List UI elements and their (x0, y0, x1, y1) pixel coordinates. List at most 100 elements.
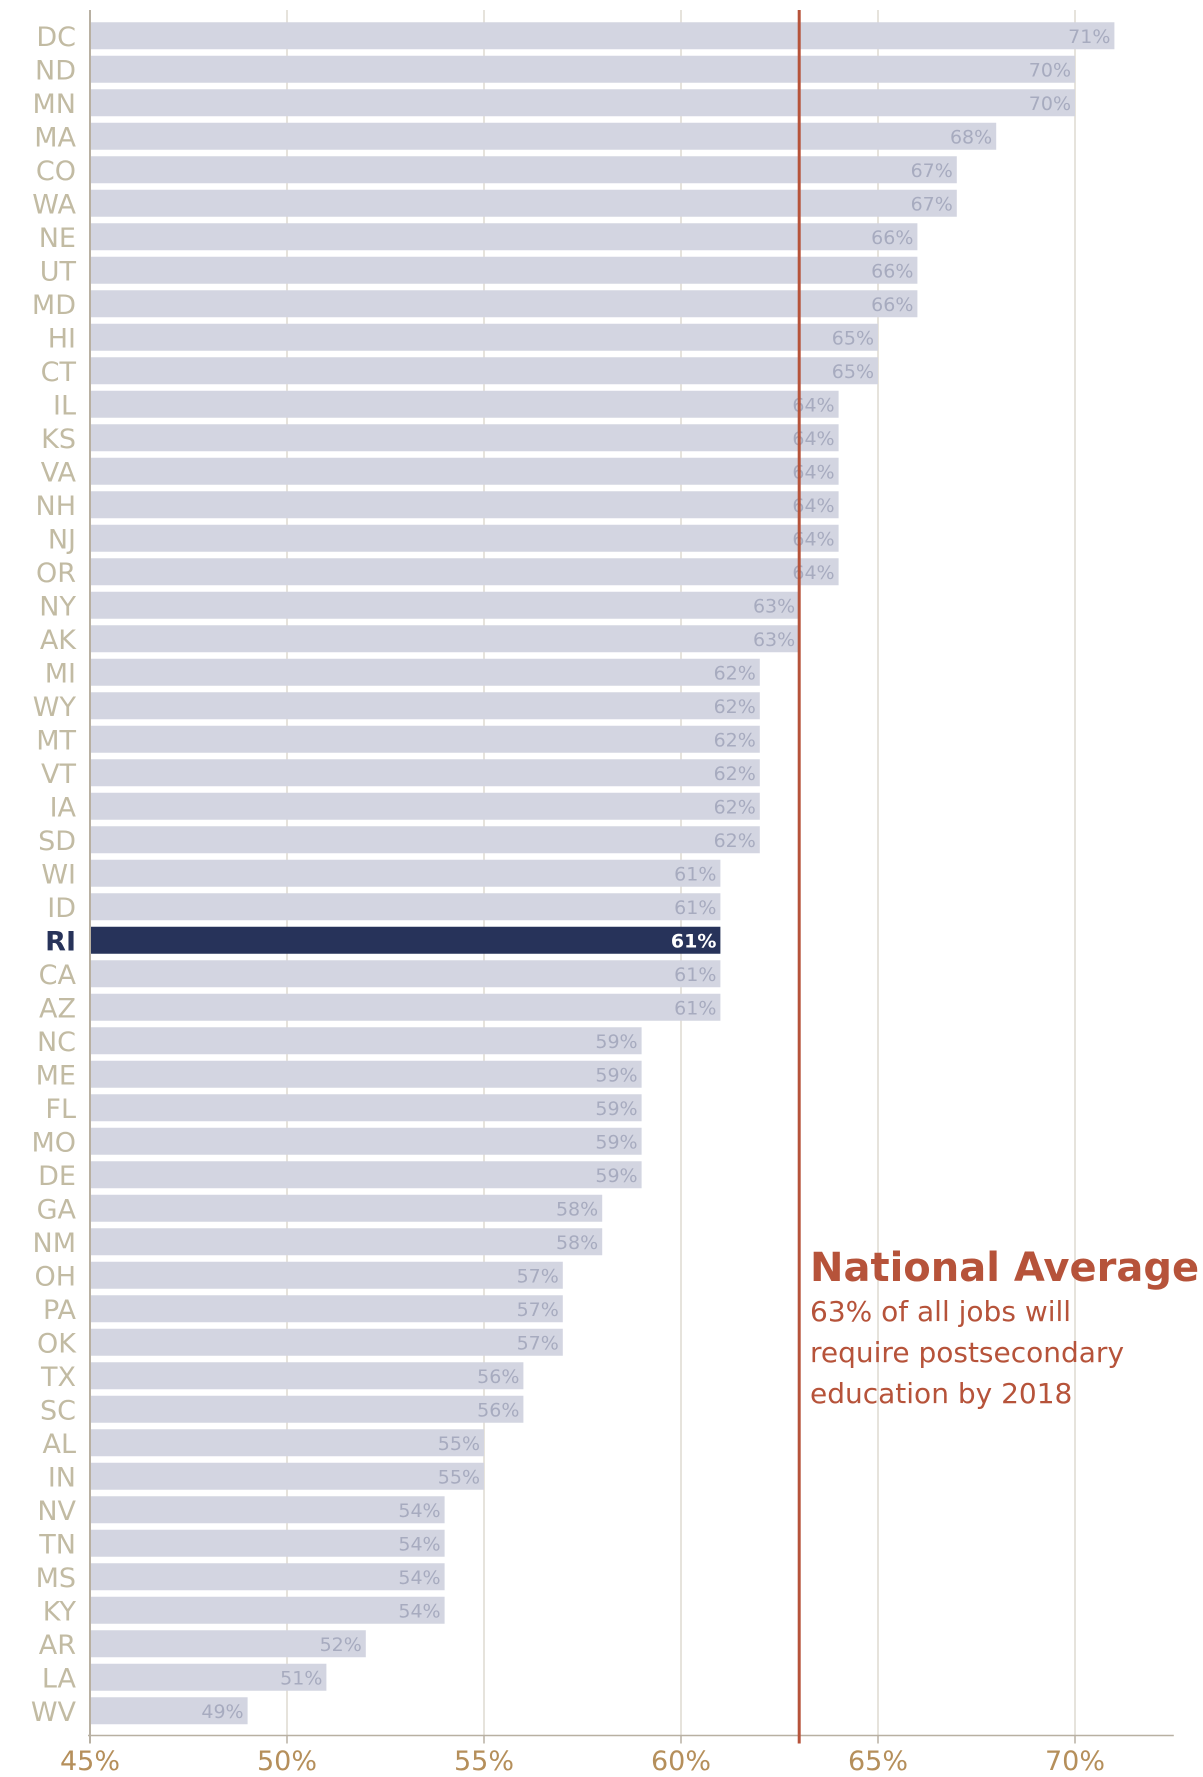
value-label-wy: 62% (714, 696, 756, 718)
value-label-vt: 62% (714, 763, 756, 785)
value-label-ga: 58% (556, 1198, 598, 1220)
value-label-nm: 58% (556, 1232, 598, 1254)
category-label-il: IL (53, 390, 76, 421)
category-label-in: IN (48, 1462, 76, 1493)
category-label-oh: OH (34, 1261, 76, 1292)
bar-ne (90, 223, 918, 251)
category-label-ar: AR (39, 1630, 76, 1661)
bar-co (90, 156, 957, 184)
category-label-al: AL (42, 1429, 76, 1460)
value-label-mo: 59% (595, 1131, 637, 1153)
value-label-ak: 63% (753, 629, 795, 651)
x-tick-label-65: 65% (848, 1746, 908, 1777)
value-label-dc: 71% (1068, 26, 1110, 48)
value-label-tn: 54% (398, 1533, 440, 1555)
bar-ut (90, 256, 918, 284)
category-label-ga: GA (37, 1194, 77, 1225)
category-label-nd: ND (35, 55, 76, 86)
value-label-pa: 57% (517, 1299, 559, 1321)
bar-oh (90, 1261, 563, 1289)
value-label-or: 64% (792, 562, 834, 584)
value-label-nh: 64% (792, 495, 834, 517)
bar-dc (90, 22, 1115, 50)
value-label-az: 61% (674, 997, 716, 1019)
category-label-az: AZ (39, 993, 76, 1024)
bar-nd (90, 55, 1075, 83)
value-label-nc: 59% (595, 1031, 637, 1053)
category-label-nc: NC (37, 1027, 76, 1058)
bar-nm (90, 1228, 603, 1256)
bar-ri (90, 926, 721, 954)
bar-me (90, 1060, 642, 1088)
category-label-ia: IA (50, 792, 77, 823)
value-label-tx: 56% (477, 1366, 519, 1388)
value-label-hi: 65% (832, 327, 874, 349)
category-label-mo: MO (31, 1127, 76, 1158)
bar-wv (90, 1697, 248, 1725)
value-label-ri: 61% (671, 930, 716, 952)
category-label-vt: VT (41, 759, 76, 790)
bar-in (90, 1462, 484, 1490)
category-label-nh: NH (36, 491, 77, 522)
x-tick-label-55: 55% (454, 1746, 514, 1777)
value-label-ky: 54% (398, 1600, 440, 1622)
bar-nj (90, 524, 839, 552)
value-label-ca: 61% (674, 964, 716, 986)
value-label-nd: 70% (1029, 59, 1071, 81)
bar-hi (90, 323, 878, 351)
category-label-la: LA (42, 1663, 77, 1694)
x-tick-label-45: 45% (60, 1746, 120, 1777)
value-label-wi: 61% (674, 863, 716, 885)
x-tick-label-70: 70% (1045, 1746, 1105, 1777)
bar-wy (90, 692, 760, 720)
bar-sc (90, 1395, 524, 1423)
annotation-title: National Average (810, 1245, 1200, 1291)
category-label-ms: MS (36, 1563, 76, 1594)
category-labels: DCNDMNMACOWANEUTMDHICTILKSVANHNJORNYAKMI… (31, 22, 77, 1728)
category-label-dc: DC (36, 22, 76, 53)
bar-nh (90, 491, 839, 519)
value-label-ut: 66% (871, 260, 913, 282)
bar-de (90, 1161, 642, 1189)
category-label-ny: NY (39, 591, 76, 622)
category-label-hi: HI (48, 323, 76, 354)
value-label-sd: 62% (714, 830, 756, 852)
value-label-mn: 70% (1029, 93, 1071, 115)
value-label-ok: 57% (517, 1332, 559, 1354)
category-label-ma: MA (34, 122, 76, 153)
value-label-al: 55% (438, 1433, 480, 1455)
value-label-il: 64% (792, 394, 834, 416)
category-label-me: ME (36, 1060, 76, 1091)
category-label-tn: TN (38, 1529, 76, 1560)
category-label-nj: NJ (48, 524, 76, 555)
value-label-ma: 68% (950, 126, 992, 148)
value-label-ny: 63% (753, 595, 795, 617)
axis: 45% 50% 55% 60% 65% 70% (60, 10, 1174, 1777)
bar-mo (90, 1127, 642, 1155)
value-label-co: 67% (911, 160, 953, 182)
bar-pa (90, 1295, 563, 1323)
value-label-ar: 52% (320, 1634, 362, 1656)
value-label-la: 51% (280, 1667, 322, 1689)
category-label-tx: TX (40, 1362, 76, 1393)
bar-ny (90, 591, 800, 619)
value-labels: 71% 70% 70% 68% 67% 67% 66% 66% 66% 65% 65% 64% 64% 6… (201, 26, 1110, 1723)
category-label-wv: WV (31, 1697, 77, 1728)
category-label-mn: MN (33, 89, 77, 120)
value-label-ne: 66% (871, 227, 913, 249)
bar-mn (90, 89, 1075, 117)
bar-wi (90, 859, 721, 887)
value-label-mi: 62% (714, 662, 756, 684)
value-label-nv: 54% (398, 1500, 440, 1522)
national-average-annotation: National Average 63% of all jobs will re… (810, 1245, 1200, 1414)
category-label-ne: NE (39, 223, 76, 254)
bar-ct (90, 357, 878, 385)
bar-id (90, 893, 721, 921)
bar-ky (90, 1596, 445, 1624)
bar-mt (90, 725, 760, 753)
category-label-fl: FL (45, 1094, 76, 1125)
category-label-sd: SD (38, 826, 76, 857)
value-label-id: 61% (674, 897, 716, 919)
